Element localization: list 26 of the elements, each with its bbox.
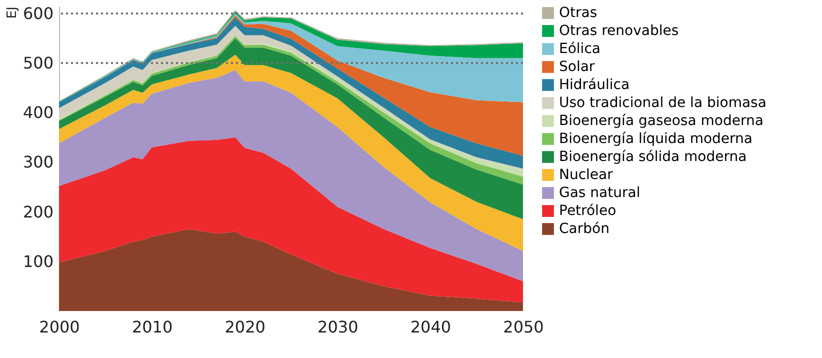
legend-label: Otras renovables: [559, 23, 679, 39]
legend-label: Bioenergía sólida moderna: [559, 149, 747, 165]
legend-label: Otras: [559, 5, 598, 21]
x-tick-label: 2040: [410, 318, 452, 336]
legend-label: Nuclear: [559, 167, 614, 183]
x-tick-label: 2000: [39, 318, 80, 336]
legend-label: Eólica: [559, 41, 600, 57]
legend-label: Carbón: [559, 221, 610, 237]
y-tick-label: 500: [22, 54, 54, 73]
x-tick-label: 2050: [503, 318, 544, 336]
x-tick-label: 2030: [318, 318, 358, 336]
y-tick-label: 600: [22, 4, 54, 23]
legend-label: Petróleo: [559, 203, 616, 219]
legend-label: Bioenergía gaseosa moderna: [559, 113, 764, 129]
y-tick-label: 400: [22, 103, 54, 122]
y-tick-label: 100: [22, 252, 54, 271]
legend-label: Hidráulica: [559, 77, 630, 93]
x-tick-label: 2020: [224, 318, 266, 336]
y-tick-label: 200: [22, 202, 54, 222]
legend-label: Gas natural: [559, 185, 640, 201]
legend-label: Solar: [559, 59, 595, 75]
x-tick-label: 2010: [132, 318, 173, 336]
legend-label: Bioenergía líquida moderna: [559, 131, 752, 147]
legend-label: Uso tradicional de la biomasa: [559, 95, 766, 111]
y-tick-label: 300: [22, 152, 54, 172]
y-axis-title: EJ: [4, 6, 20, 19]
